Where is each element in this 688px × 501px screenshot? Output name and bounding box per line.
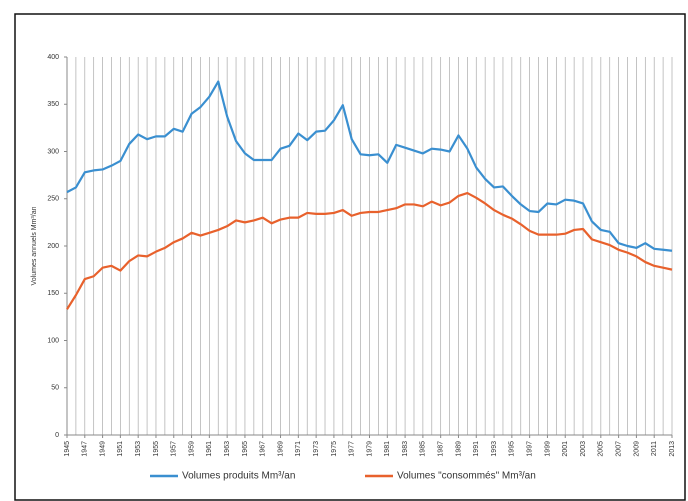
- x-tick-label: 1969: [277, 441, 284, 457]
- y-tick-label: 100: [47, 337, 59, 344]
- x-tick-label: 1967: [260, 441, 267, 457]
- x-tick-label: 1995: [509, 441, 516, 457]
- legend-label: Volumes produits Mm³/an: [182, 471, 295, 482]
- y-tick-label: 300: [47, 148, 59, 155]
- x-tick-label: 1961: [206, 441, 213, 457]
- x-tick-label: 1987: [438, 441, 445, 457]
- x-tick-label: 2003: [580, 441, 587, 457]
- x-tick-label: 1997: [526, 441, 533, 457]
- line: [66, 191, 673, 310]
- x-tick-label: 2005: [598, 441, 605, 457]
- x-tick-label: 1957: [171, 441, 178, 457]
- x-tick-label: 1973: [313, 441, 320, 457]
- y-tick-label: 150: [47, 290, 59, 297]
- x-tick-label: 2007: [615, 441, 622, 457]
- x-tick-label: 1975: [331, 441, 338, 457]
- x-tick-label: 1991: [473, 441, 480, 457]
- x-tick-label: 2013: [669, 441, 676, 457]
- y-tick-label: 50: [51, 385, 59, 392]
- x-tick-label: 1953: [135, 441, 142, 457]
- x-tick-label: 1955: [153, 441, 160, 457]
- x-tick-label: 1983: [402, 441, 409, 457]
- x-tick-label: 2001: [562, 441, 569, 457]
- y-tick-label: 0: [55, 432, 59, 439]
- y-tick-label: 350: [47, 101, 59, 108]
- frame: [14, 13, 686, 501]
- x-tick-label: 2011: [651, 441, 658, 456]
- x-tick-label: 1981: [384, 441, 391, 457]
- y-tick-label: 250: [47, 196, 59, 203]
- y-axis-label: Volumes annuels Mm³/an: [31, 206, 38, 285]
- x-tick-label: 2009: [633, 441, 640, 457]
- x-tick-label: 1971: [295, 441, 302, 457]
- legend-label: Volumes "consommés" Mm³/an: [397, 471, 536, 482]
- x-tick-label: 1989: [455, 441, 462, 457]
- x-tick-label: 1985: [420, 441, 427, 457]
- x-tick-label: 1949: [99, 441, 106, 457]
- x-tick-label: 1951: [117, 441, 124, 457]
- x-tick-label: 1959: [188, 441, 195, 457]
- x-tick-label: 1977: [349, 441, 356, 457]
- x-tick-label: 1999: [544, 441, 551, 457]
- y-tick-label: 200: [47, 243, 59, 250]
- x-tick-label: 1965: [242, 441, 249, 457]
- x-tick-label: 1947: [82, 441, 89, 457]
- y-tick-label: 400: [47, 54, 59, 61]
- x-tick-label: 1945: [64, 441, 71, 457]
- line: [66, 80, 673, 252]
- x-tick-label: 1963: [224, 441, 231, 457]
- x-tick-label: 1993: [491, 441, 498, 457]
- x-tick-label: 1979: [366, 441, 373, 457]
